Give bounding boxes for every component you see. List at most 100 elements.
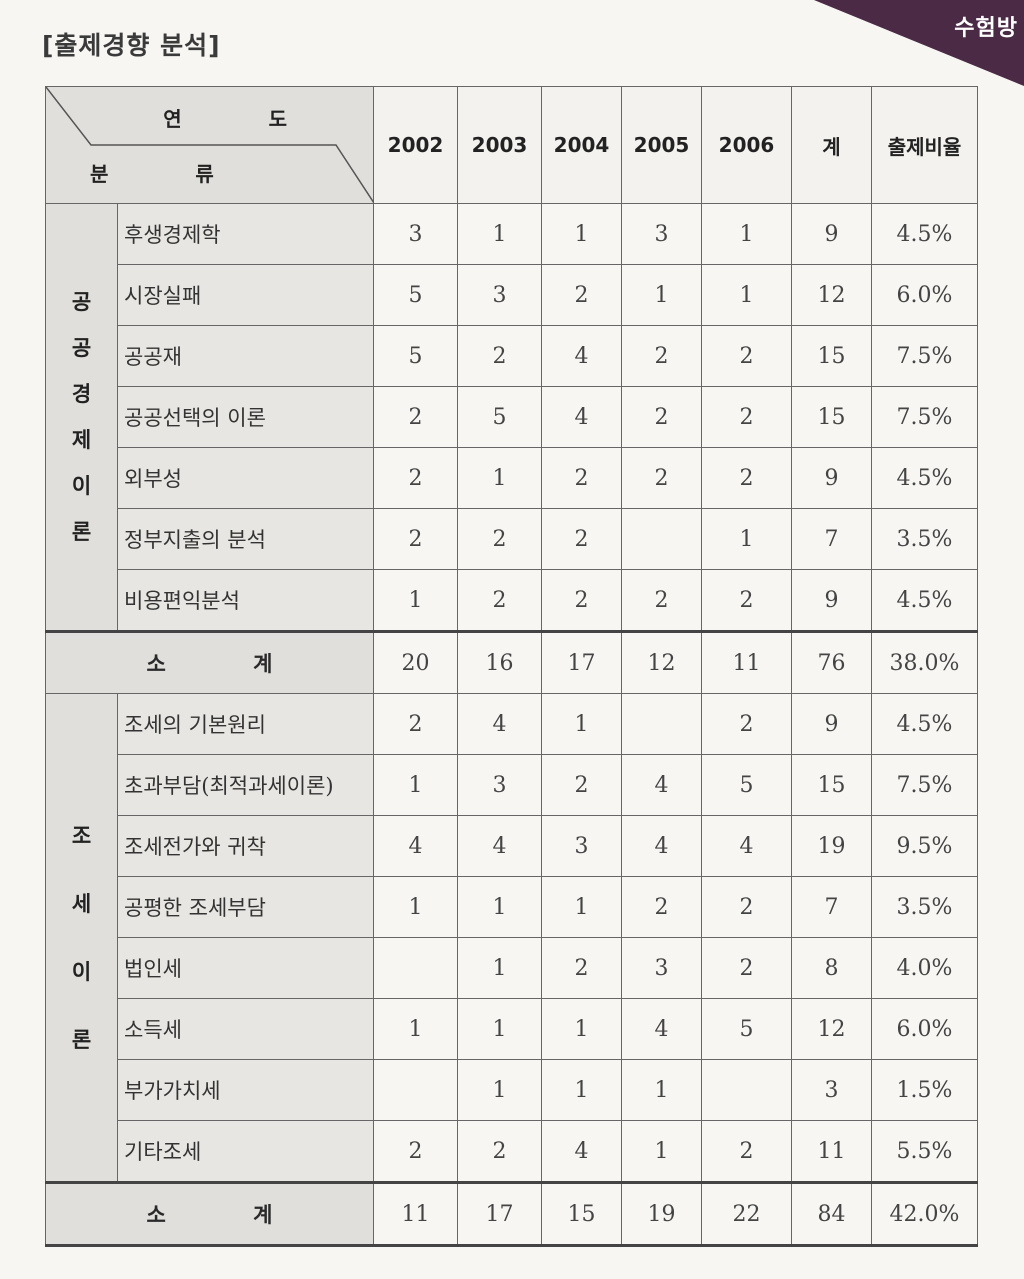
table-cell: 9: [791, 203, 872, 265]
table-cell: 1: [621, 1059, 702, 1121]
table-cell: 2: [541, 569, 622, 632]
column-header: 2006: [701, 86, 792, 204]
table-cell: 3: [621, 937, 702, 999]
table-row: 비용편익분석 1 2 2 2 2 9 4.5%: [46, 569, 978, 632]
diagonal-divider: [46, 87, 374, 203]
table-cell: 2: [701, 693, 792, 755]
table-cell: [373, 1059, 458, 1121]
table-cell: 7: [791, 508, 872, 570]
subtotal-cell: 17: [457, 1181, 542, 1247]
column-header: 2002: [373, 86, 458, 204]
row-label: 초과부담(최적과세이론): [117, 754, 374, 816]
table-cell: 4: [621, 754, 702, 816]
subtotal-cell: 15: [541, 1181, 622, 1247]
table-cell: 4: [541, 1120, 622, 1183]
table-cell: 2: [541, 508, 622, 570]
table-cell: 19: [791, 815, 872, 877]
table-cell: 9.5%: [871, 815, 978, 877]
table-cell: 4: [621, 998, 702, 1060]
table-cell: 2: [541, 447, 622, 509]
table-cell: 1: [457, 998, 542, 1060]
row-label: 시장실패: [117, 264, 374, 326]
table-cell: 3: [791, 1059, 872, 1121]
table-cell: 7: [791, 876, 872, 938]
table-cell: 1: [457, 876, 542, 938]
table-cell: 4.5%: [871, 569, 978, 632]
table-cell: 1: [621, 264, 702, 326]
subtotal-cell: 38.0%: [871, 630, 978, 694]
row-label: 기타조세: [117, 1120, 374, 1183]
column-header: 계: [791, 86, 872, 204]
table-row: 소득세 1 1 1 4 5 12 6.0%: [46, 998, 978, 1060]
table-cell: 2: [701, 386, 792, 448]
header-row: 연 도 분 류 2002 2003 2004 2005 2006 계 출제비율: [45, 86, 978, 204]
table-cell: 4: [457, 693, 542, 755]
table-cell: 1: [541, 693, 622, 755]
corner-label: 수험방: [954, 16, 1018, 41]
table-cell: 1: [373, 754, 458, 816]
table-cell: 12: [791, 264, 872, 326]
column-header: 출제비율: [871, 86, 978, 204]
table-cell: 1: [373, 876, 458, 938]
table-cell: 4: [373, 815, 458, 877]
table-cell: 3.5%: [871, 876, 978, 938]
table-cell: 1: [541, 203, 622, 265]
table-row: 기타조세 2 2 4 1 2 11 5.5%: [46, 1120, 978, 1183]
subtotal-cell: 22: [701, 1181, 792, 1247]
table-cell: 4: [701, 815, 792, 877]
table-cell: 2: [701, 569, 792, 632]
table-cell: 2: [701, 325, 792, 387]
table-cell: [373, 937, 458, 999]
column-header: 2004: [541, 86, 622, 204]
table-cell: 4: [457, 815, 542, 877]
table-cell: 1: [373, 998, 458, 1060]
group-label: 공 공 경 제 이 론: [45, 203, 118, 632]
table-cell: 1: [457, 1059, 542, 1121]
table-cell: 6.0%: [871, 998, 978, 1060]
table-cell: 4.5%: [871, 447, 978, 509]
subtotal-row: 소 계 20 16 17 12 11 76 38.0%: [45, 630, 978, 694]
subtotal-cell: 20: [373, 630, 458, 694]
table-row: 법인세 1 2 3 2 8 4.0%: [46, 937, 978, 999]
table-cell: 9: [791, 447, 872, 509]
row-label: 외부성: [117, 447, 374, 509]
row-label: 법인세: [117, 937, 374, 999]
table-cell: 2: [373, 447, 458, 509]
column-header: 2003: [457, 86, 542, 204]
table-cell: 3: [457, 264, 542, 326]
table-cell: 7.5%: [871, 325, 978, 387]
table-cell: 5.5%: [871, 1120, 978, 1183]
table-cell: 1: [701, 203, 792, 265]
group-label: 조 세 이 론: [45, 693, 118, 1183]
table-cell: 2: [621, 569, 702, 632]
table-cell: 15: [791, 386, 872, 448]
row-label: 후생경제학: [117, 203, 374, 265]
table-cell: [621, 508, 702, 570]
table-cell: 2: [541, 754, 622, 816]
subtotal-cell: 42.0%: [871, 1181, 978, 1247]
table-cell: 1: [541, 876, 622, 938]
table-cell: 2: [701, 447, 792, 509]
subtotal-cell: 84: [791, 1181, 872, 1247]
table-cell: 4: [541, 325, 622, 387]
table-cell: 1: [621, 1120, 702, 1183]
table-cell: 3.5%: [871, 508, 978, 570]
table-cell: 4: [541, 386, 622, 448]
table-row: 조세전가와 귀착 4 4 3 4 4 19 9.5%: [46, 815, 978, 877]
table-cell: 4.0%: [871, 937, 978, 999]
subtotal-cell: 76: [791, 630, 872, 694]
table-cell: 4: [621, 815, 702, 877]
table-row: 정부지출의 분석 2 2 2 1 7 3.5%: [46, 508, 978, 570]
header-corner-cell: 연 도 분 류: [45, 86, 374, 204]
table-cell: 5: [373, 264, 458, 326]
table-cell: 4.5%: [871, 203, 978, 265]
table-cell: 15: [791, 754, 872, 816]
table-cell: 3: [621, 203, 702, 265]
row-label: 소득세: [117, 998, 374, 1060]
table-cell: 2: [373, 508, 458, 570]
table-cell: 1: [457, 937, 542, 999]
table-cell: 2: [621, 325, 702, 387]
table-cell: [701, 1059, 792, 1121]
table-cell: 3: [457, 754, 542, 816]
table-cell: 2: [621, 386, 702, 448]
